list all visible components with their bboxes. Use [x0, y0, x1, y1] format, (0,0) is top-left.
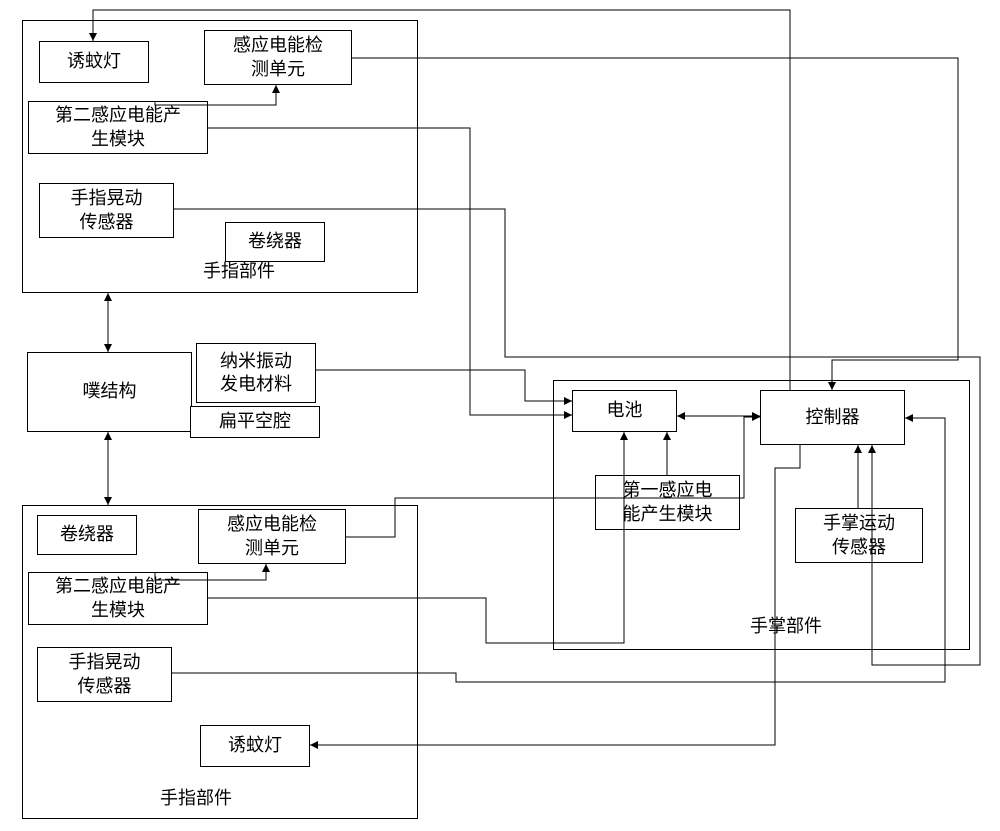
node-nano: 纳米振动发电材料 — [196, 343, 316, 403]
node-lure1: 诱蚊灯 — [39, 41, 149, 83]
node-gen2a: 第二感应电能产生模块 — [28, 101, 208, 154]
node-shake2: 手指晃动传感器 — [37, 647, 172, 702]
node-wind1: 卷绕器 — [225, 222, 325, 262]
node-detect2: 感应电能检测单元 — [198, 509, 346, 564]
node-cavity: 扁平空腔 — [190, 406, 320, 438]
node-shake1: 手指晃动传感器 — [39, 183, 174, 238]
node-ctrl: 控制器 — [760, 390, 905, 445]
node-wind2: 卷绕器 — [37, 515, 137, 555]
node-battery: 电池 — [572, 390, 677, 432]
node-gen2b: 第二感应电能产生模块 — [28, 572, 208, 625]
node-detect1: 感应电能检测单元 — [204, 30, 352, 85]
container-label-finger1: 手指部件 — [203, 260, 275, 283]
node-palmsens: 手掌运动传感器 — [795, 508, 923, 563]
node-pu: 噗结构 — [27, 352, 192, 432]
node-lure2: 诱蚊灯 — [200, 725, 310, 767]
container-label-palm: 手掌部件 — [750, 615, 822, 638]
node-gen1: 第一感应电能产生模块 — [595, 475, 740, 530]
container-label-finger2: 手指部件 — [160, 787, 232, 810]
